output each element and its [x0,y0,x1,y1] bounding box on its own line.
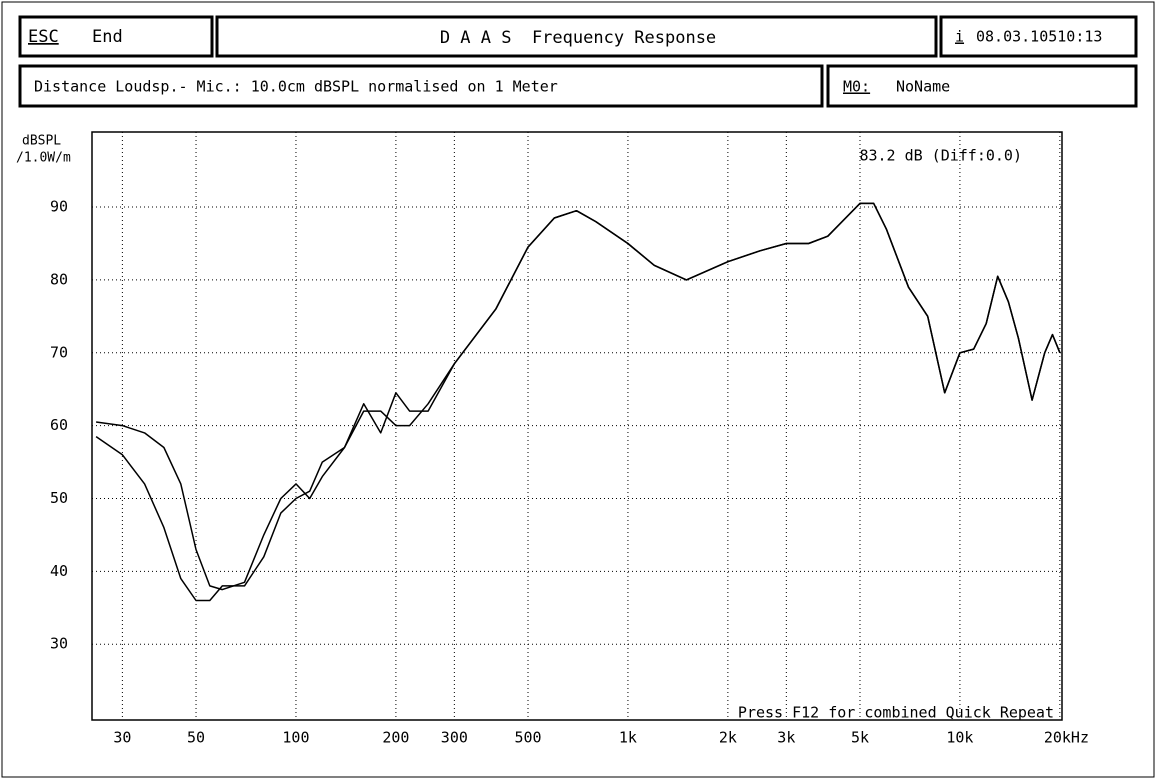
app-title: D A A S Frequency Response [440,28,716,48]
x-tick-label: 200 [382,729,409,747]
model-name[interactable]: NoName [896,78,950,96]
date: 08.03.10510:13 [976,28,1102,46]
x-tick-label: 300 [441,729,468,747]
title-box [215,15,938,58]
model-key[interactable]: M0: [843,78,870,96]
y-tick-label: 90 [50,198,68,216]
esc-key[interactable]: ESC [28,27,59,47]
x-tick-label: 10k [946,729,973,747]
y-tick-label: 50 [50,489,68,507]
info-key: i [955,28,964,46]
esc-box[interactable] [18,15,214,58]
response-curve [95,202,1061,591]
annotation: 83.2 dB (Diff:0.0) [859,147,1022,165]
footer-hint: Press F12 for combined Quick Repeat [738,704,1054,722]
x-tick-label: 1k [619,729,637,747]
y-tick-label: 70 [50,343,68,361]
info-text: Distance Loudsp.- Mic.: 10.0cm dBSPL nor… [34,78,558,96]
x-tick-label: 3k [777,729,795,747]
y-axis-unit: /1.0W/m [16,151,71,166]
y-tick-label: 40 [50,562,68,580]
x-tick-label: 100 [282,729,309,747]
x-tick-label: 30 [113,729,131,747]
info-box [18,64,824,108]
x-tick-label: 2k [719,729,737,747]
x-tick-label: 20kHz [1044,729,1089,747]
response-curve [95,202,1061,602]
y-tick-label: 30 [50,635,68,653]
y-tick-label: 80 [50,270,68,288]
x-tick-label: 5k [851,729,869,747]
end-label[interactable]: End [92,27,123,47]
y-tick-label: 60 [50,416,68,434]
model-box[interactable] [826,64,1138,108]
date-box [939,15,1138,58]
x-tick-label: 500 [514,729,541,747]
y-axis-label: dBSPL [22,134,61,149]
x-tick-label: 50 [187,729,205,747]
